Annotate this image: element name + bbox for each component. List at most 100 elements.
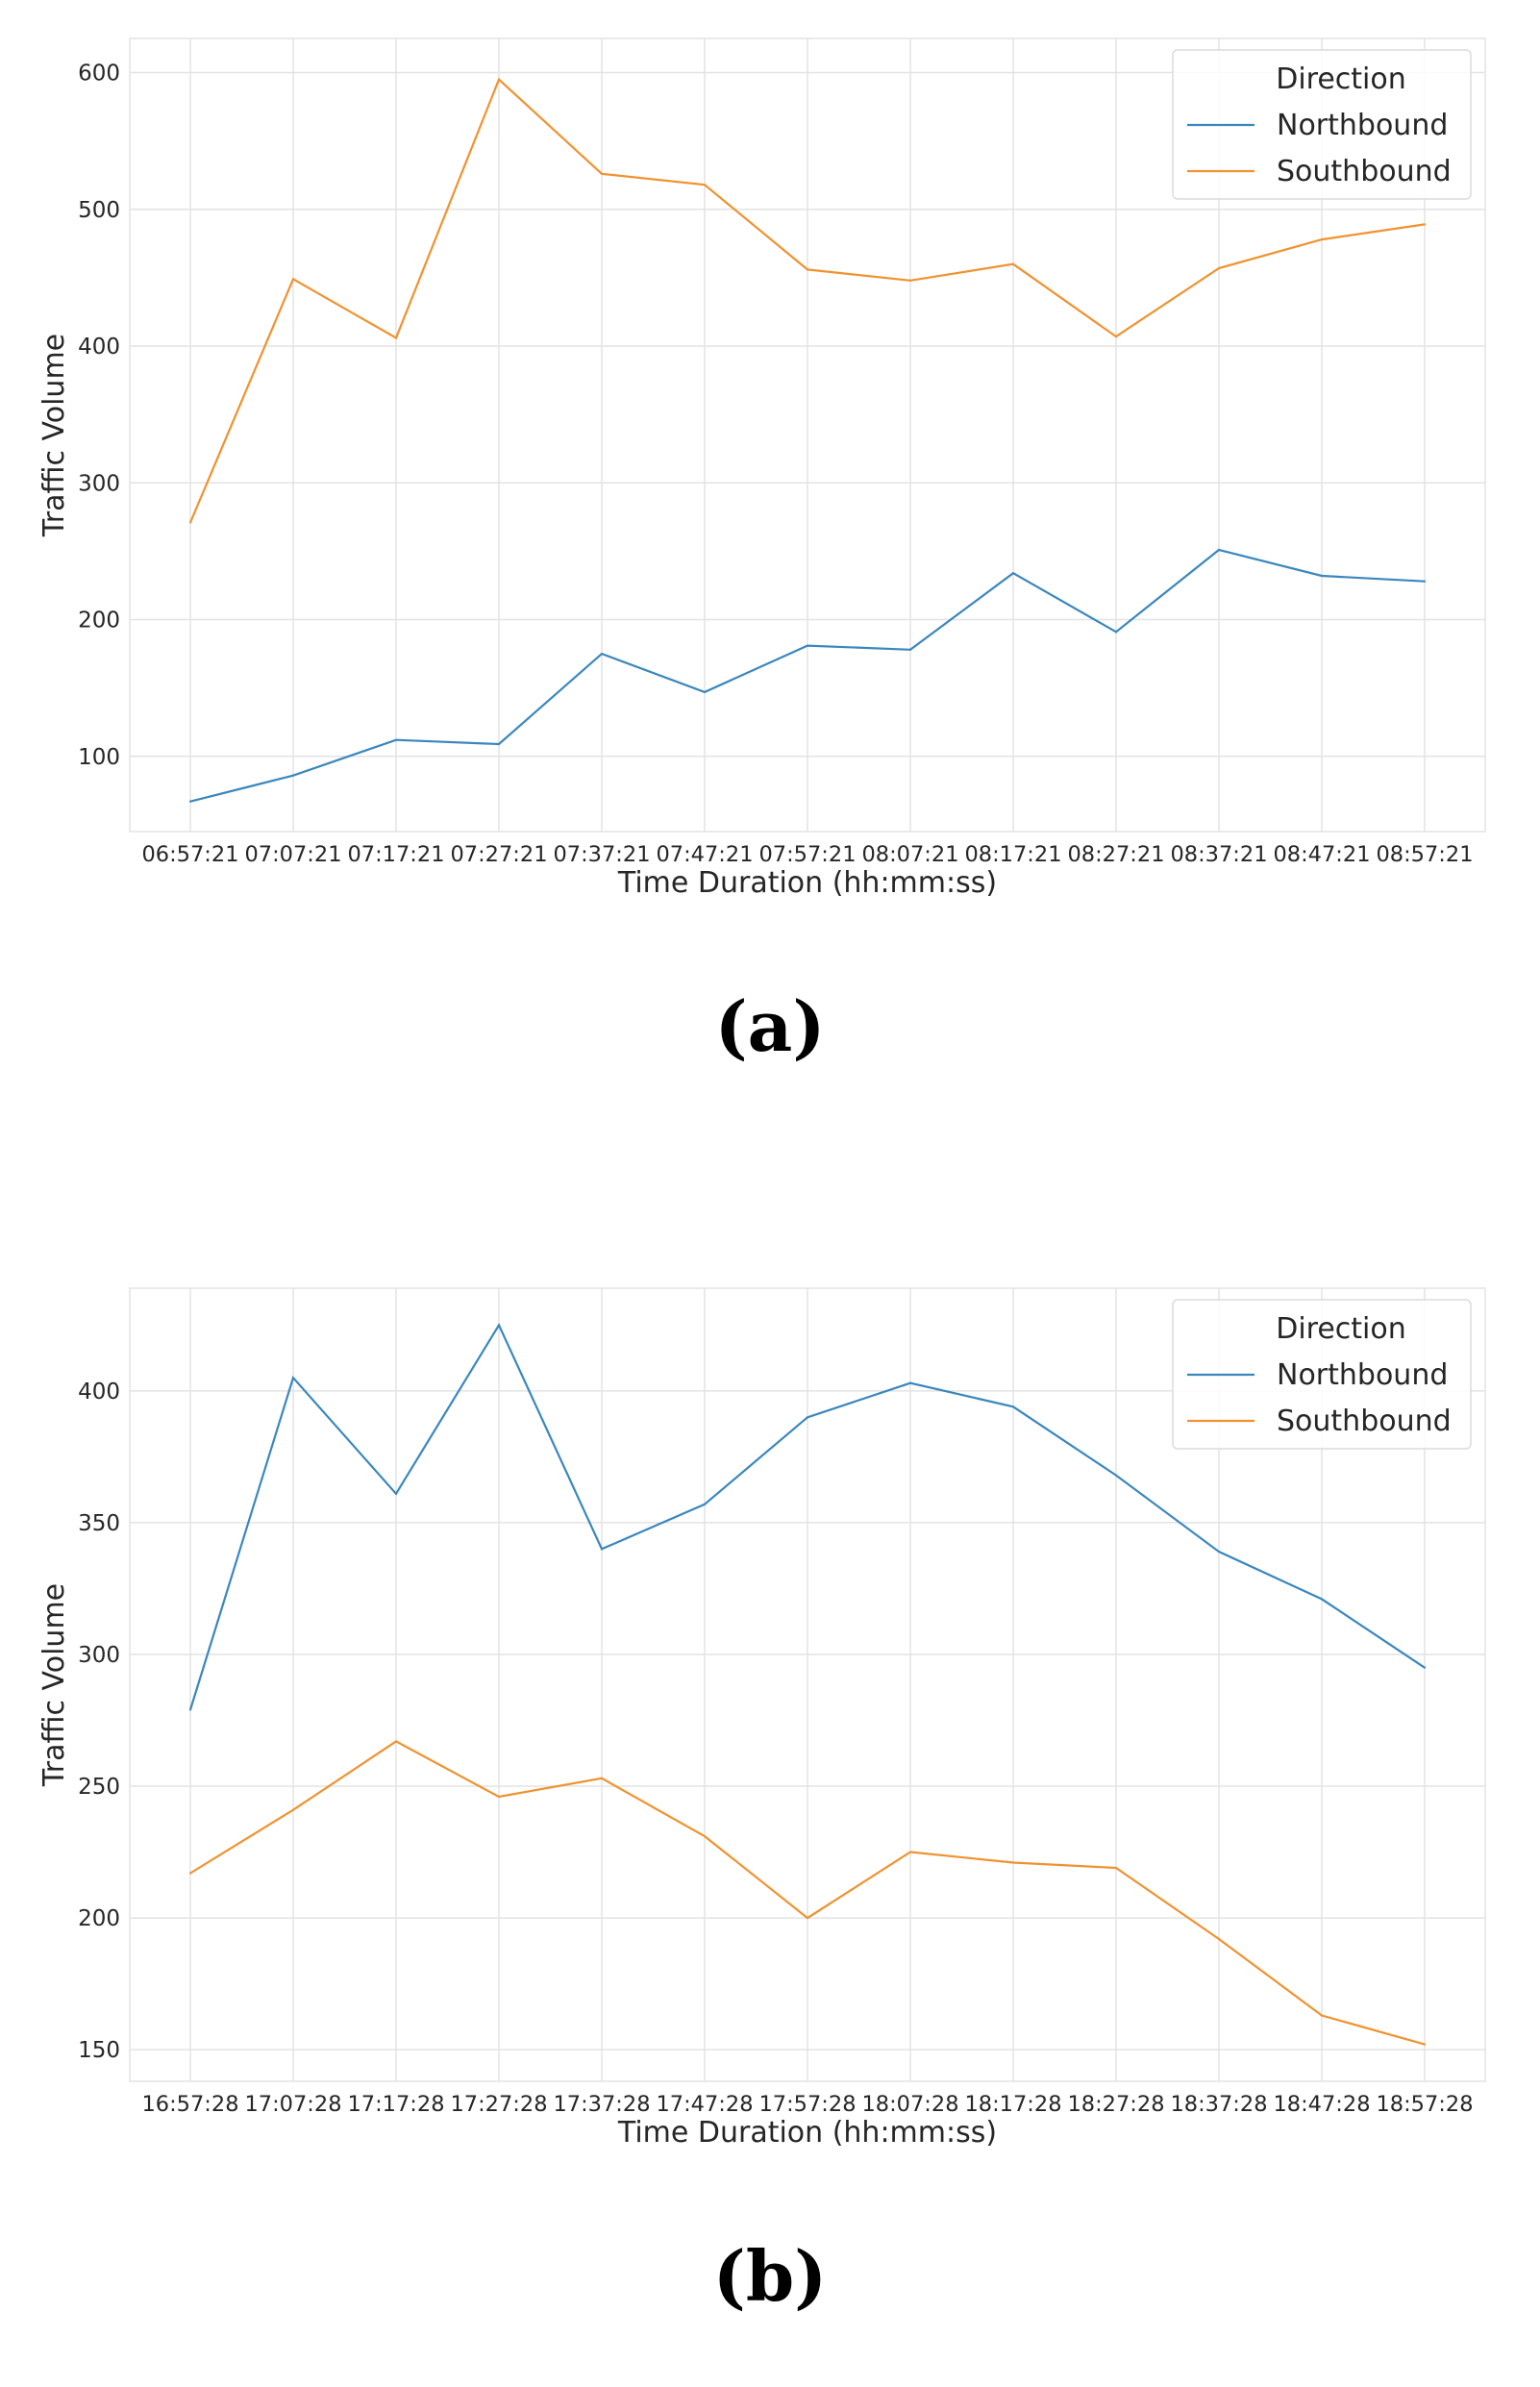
chart-b-data-point [1320, 1598, 1324, 1601]
chart-a-data-point [1320, 237, 1324, 241]
chart-a-data-point [394, 336, 398, 339]
chart-a-x-tick-label: 07:27:21 [450, 842, 547, 867]
chart-a-data-point [600, 652, 604, 656]
chart-a-x-tick-label: 06:57:21 [141, 842, 238, 867]
chart-b-x-tick-label: 17:47:28 [656, 2092, 753, 2117]
chart-b-x-tick-label: 17:37:28 [553, 2092, 650, 2117]
chart-a-data-point [188, 521, 192, 524]
chart-a-data-point [1011, 262, 1015, 265]
chart-a-data-point [497, 742, 501, 746]
chart-b-y-tick-label: 150 [78, 2038, 120, 2063]
chart-b-y-axis-label: Traffic Volume [37, 1583, 71, 1787]
chart-a-caption: (a) [714, 985, 826, 1067]
chart-b-y-tick-label: 200 [78, 1906, 120, 1931]
chart-a-data-point [497, 78, 501, 81]
chart-b-x-axis-label: Time Duration (hh:mm:ss) [617, 2116, 997, 2150]
chart-b-x-tick-label: 17:07:28 [244, 2092, 341, 2117]
chart-a-legend-entry-southbound: Southbound [1277, 155, 1452, 188]
chart-a-data-point [806, 268, 809, 271]
chart-a-x-axis-label: Time Duration (hh:mm:ss) [617, 866, 997, 900]
chart-b-x-tick-label: 16:57:28 [141, 2092, 238, 2117]
chart-b-y-tick-label: 300 [78, 1643, 120, 1668]
chart-a-data-point [703, 690, 707, 694]
chart-a-x-tick-label: 07:07:21 [244, 842, 341, 867]
chart-a-data-point [1423, 580, 1427, 583]
chart-b-data-point [806, 1916, 809, 1920]
chart-a-svg: 06:57:21 07:07:21 07:17:21 07:27:21 07:37:21… [37, 37, 1486, 900]
chart-b-legend-title: Direction [1276, 1312, 1406, 1346]
chart-b-data-point [497, 1795, 501, 1799]
chart-a-x-tick-label: 08:47:21 [1273, 842, 1370, 867]
chart-a-data-point [1423, 223, 1427, 226]
chart-a-data-point [1011, 572, 1015, 575]
chart-a-y-tick-label: 500 [78, 198, 120, 223]
chart-b-data-point [703, 1834, 707, 1838]
chart-b-y-tick-label: 400 [78, 1380, 120, 1405]
chart-a-data-point [1114, 631, 1118, 634]
chart-b-x-tick-label: 18:17:28 [964, 2092, 1061, 2117]
chart-a-x-tick-label: 08:17:21 [964, 842, 1061, 867]
chart-b-data-point [497, 1324, 501, 1327]
chart-b-x-tick-label: 17:27:28 [450, 2092, 547, 2117]
chart-a-data-point [908, 648, 912, 651]
chart-a-legend-entry-northbound: Northbound [1277, 109, 1448, 142]
chart-b-data-point [908, 1381, 912, 1384]
chart-a-data-point [1217, 548, 1221, 552]
chart-b-svg: 16:57:28 17:07:28 17:17:28 17:27:28 17:37:28… [37, 1287, 1486, 2150]
chart-b-y-tick-label: 350 [78, 1511, 120, 1536]
chart-a-data-point [291, 774, 295, 777]
chart-a-x-tick-label: 08:37:21 [1170, 842, 1267, 867]
chart-b-legend [1172, 1299, 1472, 1450]
chart-a-x-tick-label: 08:07:21 [861, 842, 958, 867]
chart-a: 06:57:21 07:07:21 07:17:21 07:27:21 07:37:21… [0, 0, 1540, 961]
chart-b-data-point [1114, 1474, 1118, 1477]
chart-b-x-tick-label: 18:07:28 [861, 2092, 958, 2117]
chart-b-data-point [806, 1416, 809, 1419]
chart-b-x-tick-label: 18:27:28 [1067, 2092, 1164, 2117]
chart-a-y-tick-label: 400 [78, 335, 120, 360]
chart-b-data-point [188, 1708, 192, 1711]
chart-b-data-point [188, 1872, 192, 1875]
chart-a-x-tick-label: 07:37:21 [553, 842, 650, 867]
chart-a-data-point [806, 644, 809, 647]
chart-a-data-point [600, 172, 604, 175]
chart-b-data-point [1217, 1937, 1221, 1941]
chart-b-y-tick-label: 250 [78, 1775, 120, 1800]
chart-b-data-point [1217, 1550, 1221, 1554]
chart-b-data-point [1423, 2043, 1427, 2046]
chart-a-x-tick-label: 08:57:21 [1376, 842, 1473, 867]
chart-a-data-point [908, 279, 912, 282]
chart-a-x-tick-label: 08:27:21 [1067, 842, 1164, 867]
chart-a-y-tick-label: 100 [78, 745, 120, 770]
chart-a-y-tick-label: 300 [78, 471, 120, 496]
chart-b-x-tick-label: 18:47:28 [1273, 2092, 1370, 2117]
chart-a-data-point [1217, 266, 1221, 270]
chart-b-x-tick-label: 18:57:28 [1376, 2092, 1473, 2117]
chart-a-y-axis-label: Traffic Volume [37, 334, 71, 537]
chart-b: 16:57:28 17:07:28 17:17:28 17:27:28 17:37:28… [0, 1250, 1540, 2211]
chart-b-x-tick-label: 17:17:28 [347, 2092, 444, 2117]
chart-b-data-point [394, 1740, 398, 1743]
chart-b-data-point [1320, 2014, 1324, 2017]
chart-b-data-point [600, 1777, 604, 1779]
chart-b-data-point [703, 1503, 707, 1505]
chart-b-x-tick-label: 17:57:28 [758, 2092, 856, 2117]
chart-a-x-tick-label: 07:47:21 [656, 842, 753, 867]
chart-a-data-point [1320, 574, 1324, 578]
chart-b-data-point [1011, 1861, 1015, 1864]
chart-b-x-tick-label: 18:37:28 [1170, 2092, 1267, 2117]
chart-a-y-tick-label: 600 [78, 62, 120, 87]
chart-a-legend-title: Direction [1276, 62, 1406, 96]
chart-b-legend-entry-northbound: Northbound [1277, 1358, 1448, 1392]
chart-a-data-point [1114, 335, 1118, 338]
chart-a-x-tick-label: 07:17:21 [347, 842, 444, 867]
chart-a-data-point [188, 800, 192, 803]
chart-b-legend-entry-southbound: Southbound [1277, 1405, 1452, 1438]
chart-a-data-point [291, 278, 295, 281]
chart-b-data-point [1114, 1866, 1118, 1870]
chart-a-x-tick-label: 07:57:21 [758, 842, 856, 867]
chart-a-data-point [703, 184, 707, 186]
chart-b-data-point [1011, 1405, 1015, 1408]
chart-b-data-point [394, 1492, 398, 1495]
chart-b-caption: (b) [712, 2235, 828, 2317]
